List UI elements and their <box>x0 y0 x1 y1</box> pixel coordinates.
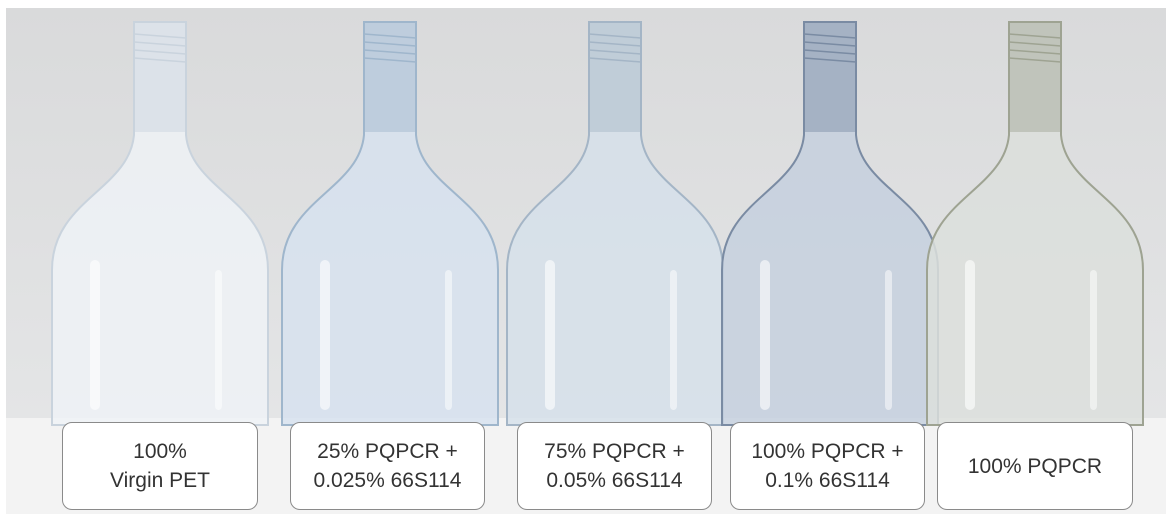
thread <box>133 49 187 55</box>
thread <box>133 33 187 39</box>
label-line: 100% PQPCR <box>967 454 1103 478</box>
highlight <box>760 260 770 410</box>
thread <box>363 33 417 39</box>
highlight <box>1090 270 1097 410</box>
thread <box>363 41 417 47</box>
label-line: 75% PQPCR + <box>544 440 685 463</box>
thread <box>803 33 857 39</box>
highlight <box>445 270 452 410</box>
highlight <box>545 260 555 410</box>
bottle-neck <box>589 22 641 132</box>
thread <box>1008 41 1062 47</box>
thread <box>803 57 857 63</box>
thread <box>803 49 857 55</box>
thread <box>363 57 417 63</box>
label-line: 100% <box>133 440 187 463</box>
sample-label: 25% PQPCR + 0.025% 66S114 <box>290 422 485 510</box>
highlight <box>90 260 100 410</box>
sample-label: 100% Virgin PET <box>62 422 258 510</box>
label-line: 0.05% 66S114 <box>546 469 683 492</box>
thread <box>133 57 187 63</box>
label-line: 25% PQPCR + <box>317 440 458 463</box>
highlight <box>965 260 975 410</box>
sample-label: 100% PQPCR <box>937 422 1133 510</box>
bottle <box>281 21 499 426</box>
label-line: 0.025% 66S114 <box>313 469 462 492</box>
thread <box>588 41 642 47</box>
highlight <box>885 270 892 410</box>
sample-label: 75% PQPCR + 0.05% 66S114 <box>517 422 712 510</box>
thread <box>1008 49 1062 55</box>
bottle <box>926 21 1144 426</box>
bottle-neck <box>1009 22 1061 132</box>
bottle-neck <box>804 22 856 132</box>
highlight <box>670 270 677 410</box>
highlight <box>215 270 222 410</box>
label-line: 100% PQPCR + <box>751 440 904 463</box>
bottle <box>51 21 269 426</box>
bottle-neck <box>364 22 416 132</box>
label-line: 0.1% 66S114 <box>765 469 890 492</box>
thread <box>588 57 642 63</box>
highlight <box>320 260 330 410</box>
sample-label: 100% PQPCR + 0.1% 66S114 <box>730 422 925 510</box>
thread <box>803 41 857 47</box>
thread <box>1008 57 1062 63</box>
thread <box>588 49 642 55</box>
label-line: Virgin PET <box>110 469 210 492</box>
thread <box>133 41 187 47</box>
thread <box>1008 33 1062 39</box>
bottle-neck <box>134 22 186 132</box>
thread <box>363 49 417 55</box>
thread <box>588 33 642 39</box>
